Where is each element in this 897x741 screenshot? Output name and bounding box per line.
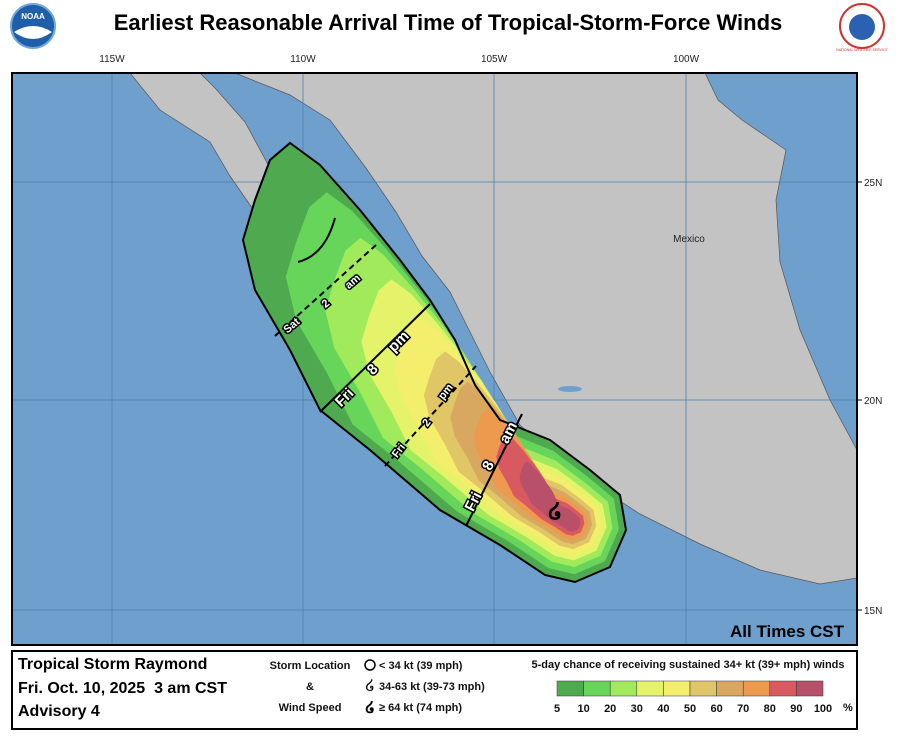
scale-cell (716, 680, 744, 697)
scale-label: 10 (577, 703, 589, 715)
longitude-label: 115W (99, 54, 125, 65)
scale-cell (769, 680, 797, 697)
symbol-weak (364, 659, 376, 671)
coordinate-labels: 115W 110W 105W 100W 25N 20N 15N (99, 54, 882, 617)
latitude-label: 15N (864, 606, 882, 617)
scale-cell (583, 680, 611, 697)
nws-logo-center (849, 14, 875, 40)
time-lines (241, 141, 628, 584)
mainland-mexico (234, 73, 857, 585)
scale-title: 5-day chance of receiving sustained 34+ … (532, 659, 845, 671)
noaa-logo-wave (14, 26, 52, 39)
scale-cell (742, 680, 771, 697)
solid-time-line (319, 303, 431, 413)
symbol-label: ≥ 64 kt (74 mph) (379, 702, 462, 714)
gulf-of-mexico (775, 73, 857, 240)
symbol-ts: ໒ (365, 677, 375, 694)
legend-box (11, 650, 858, 730)
storm-symbol: ໒ (548, 498, 562, 523)
scale-label: 60 (710, 703, 722, 715)
dashed-time-line (274, 244, 377, 337)
time-zone-note: All Times CST (730, 622, 845, 641)
scale-cell (796, 680, 824, 697)
latitude-label: 20N (864, 396, 882, 407)
longitude-label: 100W (673, 54, 700, 65)
scale-cell (609, 680, 638, 697)
scale-cell (636, 680, 664, 697)
symbol-hurricane: ໒ (365, 699, 375, 716)
storm-name: Tropical Storm Raymond (18, 656, 207, 673)
symbol-label: 34-63 kt (39-73 mph) (379, 681, 485, 693)
map-border (11, 72, 858, 646)
advisory-date: Fri. Oct. 10, 2025 3 am CST (18, 680, 227, 697)
scale-cell (663, 680, 691, 697)
scale-label: 100 (814, 703, 832, 715)
latitude-label: 25N (864, 178, 882, 189)
scale-label: 30 (631, 703, 643, 715)
scale-label: 70 (737, 703, 749, 715)
color-scale: 5 10 20 30 40 50 60 70 80 90 100 (554, 680, 832, 715)
swath-contour (297, 217, 336, 263)
lake (558, 386, 582, 392)
wind-speed-label: Wind Speed (279, 702, 342, 714)
country-label: Mexico (673, 234, 705, 245)
scale-label: 50 (684, 703, 696, 715)
scale-label: 80 (764, 703, 776, 715)
swath-outline (241, 141, 628, 584)
solid-time-line (465, 413, 523, 527)
scale-label: 40 (657, 703, 669, 715)
title: Earliest Reasonable Arrival Time of Trop… (114, 10, 783, 35)
probability-swath (243, 143, 626, 582)
dashed-time-line (384, 365, 477, 467)
scale-unit: % (843, 702, 853, 714)
storm-location-label: Storm Location (270, 660, 351, 672)
scale-cell (556, 680, 584, 697)
longitude-label: 110W (290, 54, 316, 65)
longitude-label: 105W (481, 54, 508, 65)
nws-logo-text: NATIONAL WEATHER SERVICE (836, 48, 888, 52)
scale-label: 90 (790, 703, 802, 715)
scale-cell (689, 680, 717, 697)
symbol-label: < 34 kt (39 mph) (379, 660, 463, 672)
scale-label: 20 (604, 703, 616, 715)
probability-band (519, 461, 581, 532)
scale-label: 5 (554, 703, 560, 715)
advisory-number: Advisory 4 (18, 703, 100, 720)
ampersand: & (306, 681, 314, 693)
noaa-logo-text: NOAA (21, 12, 45, 21)
